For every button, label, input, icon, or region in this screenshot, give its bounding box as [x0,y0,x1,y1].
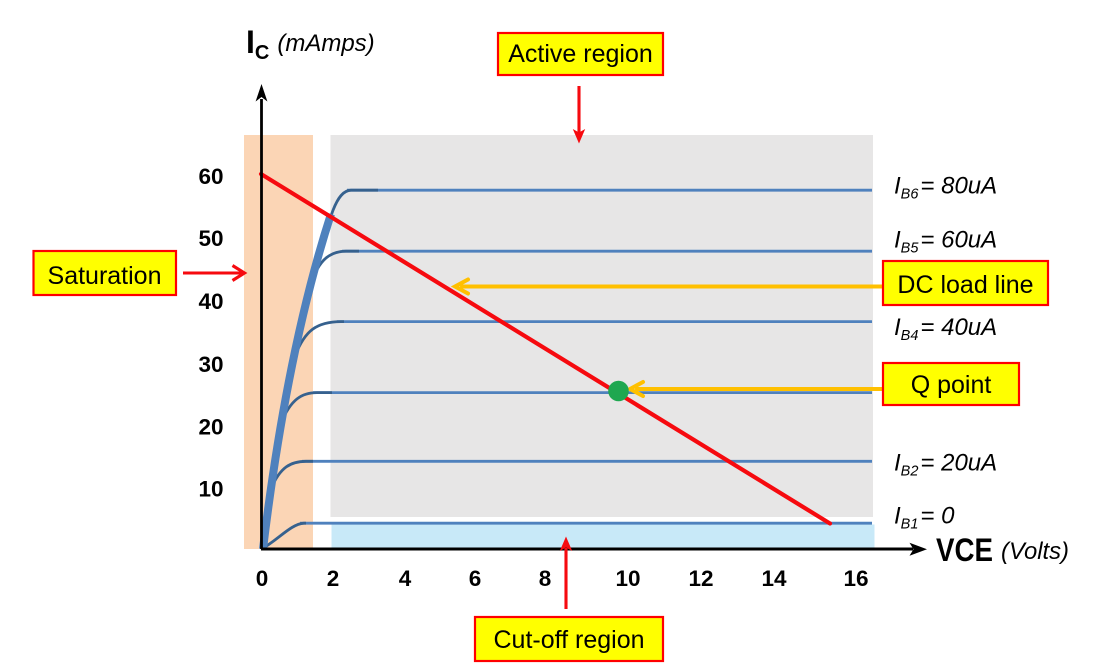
svg-text:30: 30 [198,352,223,377]
svg-text:IB5= 60uA: IB5= 60uA [894,227,997,257]
svg-text:Q point: Q point [911,371,992,399]
svg-text:(Volts): (Volts) [1001,538,1069,565]
svg-text:16: 16 [843,566,868,591]
svg-text:IC(mAmps): IC (mAmps) [246,24,375,64]
svg-text:Cut-off region: Cut-off region [493,626,644,654]
svg-text:IB2= 20uA: IB2= 20uA [894,449,997,479]
svg-text:IB6= 80uA: IB6= 80uA [894,173,997,203]
svg-text:50: 50 [198,226,223,251]
svg-text:2: 2 [327,566,340,591]
svg-text:DC load line: DC load line [897,271,1033,299]
svg-text:6: 6 [469,566,482,591]
svg-text:IB4= 40uA: IB4= 40uA [894,314,997,344]
svg-text:IB1= 0: IB1= 0 [894,503,955,533]
svg-text:40: 40 [198,289,223,314]
svg-text:Active region: Active region [508,40,653,68]
svg-text:10: 10 [198,477,223,502]
svg-text:Saturation: Saturation [48,262,162,290]
svg-text:60: 60 [198,164,223,189]
svg-text:4: 4 [399,566,412,591]
svg-text:14: 14 [761,566,787,591]
svg-text:20: 20 [198,415,223,440]
svg-text:10: 10 [615,566,640,591]
svg-text:0: 0 [256,566,269,591]
svg-text:8: 8 [539,566,552,591]
svg-text:VCE: VCE [936,532,993,568]
svg-text:12: 12 [688,566,713,591]
